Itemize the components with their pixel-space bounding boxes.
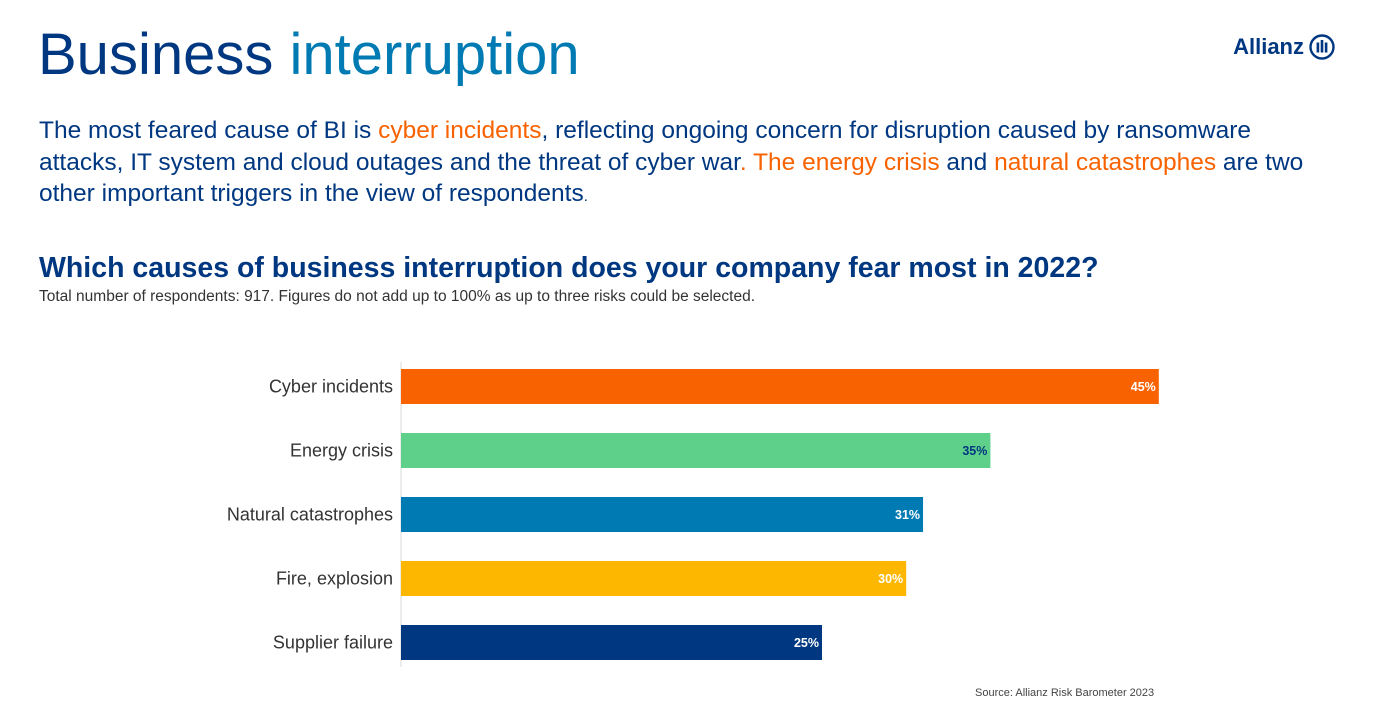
- intro-paragraph: The most feared cause of BI is cyber inc…: [39, 115, 1339, 213]
- category-label: Fire, explosion: [276, 569, 393, 589]
- title-part-2: interruption: [289, 22, 580, 87]
- intro-segment: are two other important triggers in the …: [39, 148, 1304, 208]
- bar-4: [401, 561, 907, 596]
- source-note: Source: Allianz Risk Barometer 2023: [975, 687, 1155, 699]
- category-label: Energy crisis: [290, 441, 393, 461]
- allianz-logo: Allianz: [1233, 34, 1335, 60]
- page-title: Business interruption: [38, 22, 580, 88]
- value-label: 35%: [962, 444, 987, 458]
- allianz-eagle-icon: [1309, 34, 1335, 60]
- intro-segment: . The energy crisis: [739, 148, 940, 176]
- value-label: 25%: [794, 636, 819, 650]
- value-label: 45%: [1131, 380, 1156, 394]
- intro-segment: cyber incidents: [378, 117, 542, 144]
- title-part-1: Business: [38, 22, 274, 87]
- intro-segment: and: [939, 148, 995, 176]
- bar-5: [401, 625, 822, 660]
- logo-text: Allianz: [1233, 34, 1304, 59]
- bar-2: [401, 433, 991, 468]
- category-label: Supplier failure: [273, 633, 393, 653]
- category-label: Natural catastrophes: [227, 505, 393, 525]
- chart-question: Which causes of business interruption do…: [39, 252, 1099, 284]
- respondents-note: Total number of respondents: 917. Figure…: [39, 288, 756, 305]
- bar-1: [401, 369, 1159, 404]
- category-label: Cyber incidents: [269, 377, 393, 397]
- value-label: 31%: [895, 508, 920, 522]
- intro-segment: , reflecting ongoing concern for disrupt…: [39, 117, 1252, 176]
- bar-3: [401, 497, 924, 532]
- intro-segment: .: [583, 188, 588, 205]
- value-label: 30%: [878, 572, 903, 586]
- intro-segment: natural catastrophes: [994, 148, 1217, 176]
- intro-segment: The most feared cause of BI is: [39, 117, 379, 144]
